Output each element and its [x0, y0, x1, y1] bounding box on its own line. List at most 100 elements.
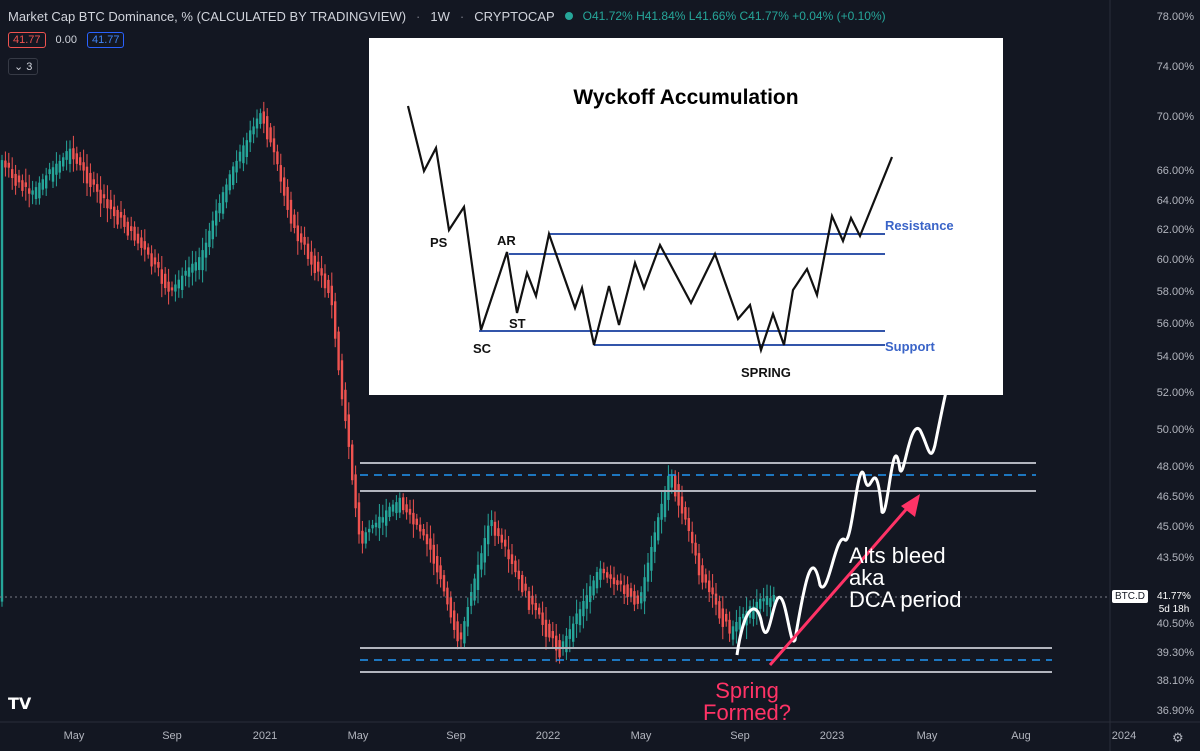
- candle-body: [140, 237, 143, 248]
- candle-body: [337, 331, 340, 371]
- candle-body: [524, 583, 527, 591]
- candle-body: [41, 179, 44, 190]
- candle-body: [731, 626, 735, 640]
- ohlc-open: O41.72%: [582, 9, 633, 23]
- candle-body: [398, 497, 401, 513]
- candle-body: [385, 510, 388, 526]
- projection-path: [735, 391, 948, 656]
- candle-body: [351, 444, 354, 481]
- candle-body: [538, 607, 541, 615]
- candle-body: [595, 572, 599, 589]
- candle-body: [680, 496, 684, 514]
- candle-body: [153, 257, 157, 265]
- candle-body: [677, 484, 680, 506]
- candle-body: [269, 127, 272, 143]
- candle-body: [133, 226, 136, 241]
- candle-body: [317, 261, 320, 272]
- time-tick-label: Sep: [446, 730, 466, 742]
- candle-body: [266, 116, 269, 140]
- ohlc-low: L41.66%: [688, 9, 737, 23]
- candle-body: [541, 612, 544, 625]
- current-price-box: 41.77% 5d 18h: [1148, 590, 1200, 618]
- candle-body: [232, 166, 235, 186]
- candle-body: [442, 575, 446, 592]
- candle-body: [752, 606, 755, 619]
- ask-value[interactable]: 41.77: [86, 32, 125, 48]
- candle-body: [742, 613, 745, 619]
- candle-body: [96, 184, 99, 192]
- candle-body: [456, 621, 459, 642]
- st-label: ST: [509, 316, 526, 331]
- candle-body: [405, 504, 408, 513]
- candle-body: [215, 210, 218, 226]
- candle-body: [235, 160, 238, 173]
- candle-body: [667, 475, 670, 500]
- indicators-collapse-button[interactable]: ⌄ 3: [8, 58, 39, 75]
- candle-body: [303, 236, 306, 245]
- candle-body: [130, 226, 133, 231]
- symbol-title[interactable]: Market Cap BTC Dominance, % (CALCULATED …: [8, 8, 407, 24]
- wyckoff-title: Wyckoff Accumulation: [573, 86, 799, 109]
- tradingview-logo-icon[interactable]: TV: [8, 694, 32, 713]
- trend-arrow-line: [768, 504, 912, 666]
- candle-body: [334, 301, 337, 339]
- candle-body: [697, 553, 701, 576]
- candle-body: [555, 635, 558, 651]
- candle-body: [759, 598, 762, 609]
- candle-body: [364, 532, 367, 544]
- candle-body: [300, 233, 303, 243]
- candle-body: [221, 192, 225, 214]
- candle-body: [208, 230, 211, 248]
- candle-body: [708, 580, 711, 593]
- price-tick-label: 52.00%: [1156, 387, 1194, 399]
- candle-body: [245, 140, 248, 158]
- candle-body: [194, 262, 197, 271]
- candle-body: [602, 568, 605, 574]
- candle-body: [286, 186, 289, 210]
- candle-body: [646, 562, 650, 582]
- support-label: Support: [885, 339, 935, 354]
- candle-body: [167, 281, 170, 292]
- candle-body: [289, 199, 293, 224]
- candle-body: [371, 524, 374, 529]
- candle-body: [606, 572, 609, 578]
- candle-body: [568, 629, 571, 639]
- time-tick-label: May: [916, 730, 938, 742]
- candle-body: [762, 598, 765, 602]
- candle-body: [436, 556, 439, 573]
- price-tick-label: 39.30%: [1156, 647, 1194, 659]
- bid-value[interactable]: 41.77: [8, 32, 46, 48]
- candle-body: [65, 151, 68, 160]
- candle-body: [548, 623, 551, 638]
- candle-body: [126, 221, 129, 236]
- candle-body: [259, 113, 262, 125]
- candle-body: [378, 516, 381, 529]
- candle-body: [330, 285, 333, 306]
- candle-body: [116, 209, 119, 225]
- candle-body: [89, 172, 92, 188]
- spring-label: SPRING: [741, 365, 791, 380]
- candle-body: [572, 623, 575, 642]
- candle-body: [106, 199, 109, 209]
- interval-label[interactable]: 1W: [430, 8, 450, 24]
- candle-body: [4, 160, 7, 168]
- candle-body: [521, 574, 524, 593]
- alts-note-line-1: Alts bleed: [849, 543, 946, 568]
- candle-body: [483, 538, 486, 563]
- candle-body: [772, 594, 775, 602]
- candle-body: [51, 167, 55, 182]
- candle-body: [684, 507, 687, 520]
- candle-body: [198, 257, 201, 270]
- candle-body: [626, 584, 629, 597]
- price-tick-label: 43.50%: [1156, 552, 1194, 564]
- candle-body: [255, 118, 259, 129]
- candle-body: [453, 610, 456, 630]
- gear-icon[interactable]: ⚙: [1172, 730, 1184, 745]
- candle-body: [633, 591, 636, 605]
- candle-body: [164, 273, 167, 289]
- candle-body: [45, 175, 48, 189]
- candle-body: [7, 162, 10, 168]
- candle-body: [466, 607, 469, 627]
- time-tick-label: Aug: [1011, 730, 1031, 742]
